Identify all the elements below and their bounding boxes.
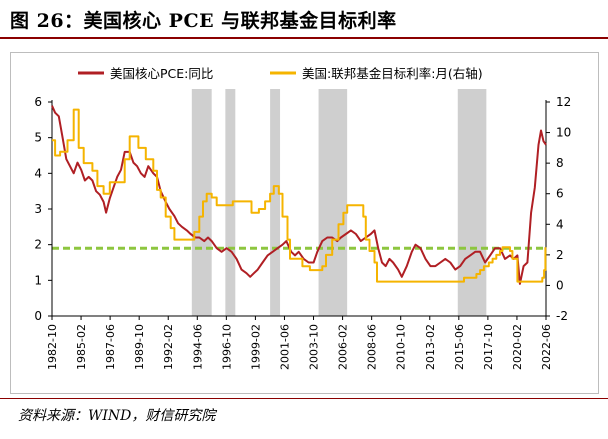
page-title: 图 26：美国核心 PCE 与联邦基金目标利率 [10, 10, 397, 32]
chart-frame [10, 52, 599, 394]
x-tick-label: 2013-02 [424, 324, 437, 370]
x-tick-label: 1999-02 [249, 324, 262, 370]
legend-label-1: 美国核心PCE:同比 [110, 66, 213, 81]
x-tick-label: 2003-10 [308, 324, 321, 370]
title-rule [0, 37, 608, 39]
x-tick-label: 2020-02 [511, 324, 524, 370]
left-tick-label: 2 [34, 238, 42, 252]
x-tick-label: 1987-06 [104, 324, 117, 370]
left-tick-label: 5 [34, 131, 42, 145]
series-line-core-pce [51, 105, 547, 285]
x-tick-label: 1996-10 [220, 324, 233, 370]
right-tick-label: 2 [556, 248, 564, 262]
x-tick-label: 1992-02 [162, 324, 175, 370]
footer-rule [0, 398, 608, 399]
right-tick-label: 4 [556, 217, 564, 231]
x-tick-label: 1985-02 [75, 324, 88, 370]
series-line-fed-funds-rate [52, 108, 547, 283]
left-tick-label: 6 [34, 95, 42, 109]
legend-label-2: 美国:联邦基金目标利率:月(右轴) [302, 66, 483, 81]
series-layer [51, 105, 547, 285]
shaded-period-4 [318, 89, 348, 316]
shaded-period-3 [270, 89, 281, 316]
right-tick-label: 0 [556, 278, 564, 292]
source-note: 资料来源：WIND，财信研究院 [18, 408, 216, 424]
right-tick-label: 10 [556, 126, 571, 140]
x-tick-label: 2006-02 [337, 324, 350, 370]
right-tick-label: -2 [556, 309, 568, 323]
x-tick-label: 1994-06 [191, 324, 204, 370]
right-tick-label: 12 [556, 95, 571, 109]
x-tick-label: 2001-06 [278, 324, 291, 370]
x-axis: 1982-10 1985-02 1987-06 1989-10 1992-02 1994-… [46, 315, 553, 370]
left-axis: 0 1 2 3 4 5 6 [34, 95, 53, 323]
shaded-period-1 [191, 89, 212, 316]
right-axis: -2 0 2 4 6 8 10 12 [545, 95, 571, 323]
shading-layer [191, 89, 487, 316]
x-tick-label: 2015-06 [453, 324, 466, 370]
legend: 美国核心PCE:同比 美国:联邦基金目标利率:月(右轴) [78, 66, 483, 81]
left-tick-label: 3 [34, 202, 42, 216]
left-tick-label: 1 [34, 273, 42, 287]
x-tick-label: 2017-10 [482, 324, 495, 370]
left-tick-label: 0 [34, 309, 42, 323]
left-tick-label: 4 [34, 166, 42, 180]
x-tick-label: 2010-10 [395, 324, 408, 370]
x-tick-label: 2008-06 [366, 324, 379, 370]
x-tick-label: 1989-10 [133, 324, 146, 370]
shaded-period-2 [225, 89, 236, 316]
x-tick-label: 2022-06 [540, 324, 553, 370]
right-tick-label: 6 [556, 187, 564, 201]
x-tick-label: 1982-10 [46, 324, 59, 370]
right-tick-label: 8 [556, 156, 564, 170]
